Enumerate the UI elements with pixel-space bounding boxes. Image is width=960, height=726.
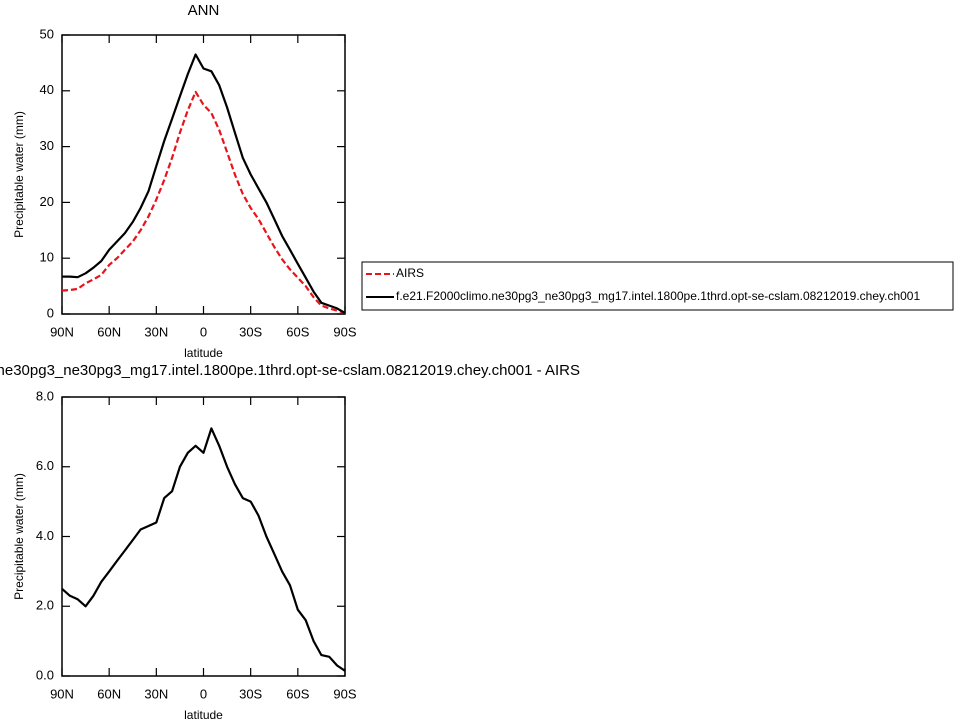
legend-text: AIRS	[396, 266, 424, 280]
x-axis-label: latitude	[184, 708, 223, 722]
x-tick-label: 30S	[239, 686, 262, 701]
x-tick-label: 60S	[286, 686, 309, 701]
x-tick-label: 30N	[144, 686, 168, 701]
y-tick-label: 8.0	[36, 388, 54, 403]
data-line	[61, 427, 346, 672]
y-tick-label: 30	[40, 138, 54, 153]
x-tick-label: 90S	[333, 324, 356, 339]
x-tick-label: 90N	[50, 324, 74, 339]
y-tick-label: 4.0	[36, 528, 54, 543]
x-axis-label: latitude	[184, 346, 223, 360]
x-tick-label: 60N	[97, 686, 121, 701]
y-tick-label: 0	[47, 305, 54, 320]
y-tick-label: 50	[40, 26, 54, 41]
x-tick-label: 60S	[286, 324, 309, 339]
x-tick-label: 60N	[97, 324, 121, 339]
x-tick-label: 90S	[333, 686, 356, 701]
y-tick-label: 0.0	[36, 667, 54, 682]
y-tick-label: 10	[40, 250, 54, 265]
chart-title: f.e21.F2000climo.ne30pg3_ne30pg3_mg17.in…	[0, 362, 580, 379]
data-line	[61, 90, 346, 314]
chart-title: ANN	[188, 2, 220, 19]
y-tick-label: 6.0	[36, 458, 54, 473]
y-tick-label: 2.0	[36, 598, 54, 613]
x-tick-label: 30N	[144, 324, 168, 339]
legend-text: f.e21.F2000climo.ne30pg3_ne30pg3_mg17.in…	[396, 289, 920, 303]
x-tick-label: 0	[200, 324, 207, 339]
legend-box	[361, 261, 954, 311]
y-axis-label: Precipitable water (mm)	[12, 111, 26, 238]
x-tick-label: 0	[200, 686, 207, 701]
y-axis-label: Precipitable water (mm)	[12, 473, 26, 600]
y-tick-label: 40	[40, 82, 54, 97]
x-tick-label: 30S	[239, 324, 262, 339]
x-tick-label: 90N	[50, 686, 74, 701]
plot-frame	[61, 396, 346, 677]
data-line	[62, 53, 346, 314]
y-tick-label: 20	[40, 194, 54, 209]
